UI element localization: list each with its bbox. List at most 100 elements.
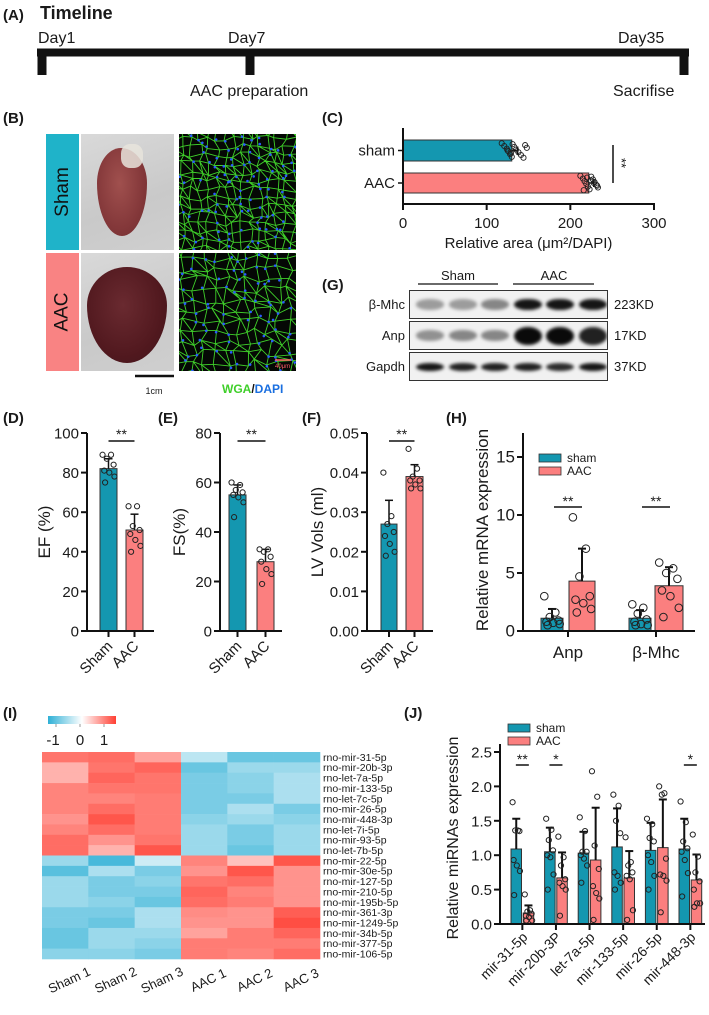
colorbar-tick-label: -1 bbox=[46, 732, 59, 749]
data-point bbox=[236, 481, 244, 489]
data-point bbox=[694, 853, 702, 860]
dapi-nucleus bbox=[190, 297, 194, 301]
data-point bbox=[626, 876, 633, 883]
dapi-nucleus bbox=[227, 238, 231, 241]
heatmap-cell bbox=[181, 845, 228, 856]
blot-band bbox=[546, 362, 574, 371]
data-point bbox=[663, 877, 670, 884]
blot-band bbox=[578, 326, 607, 345]
y-tick-label: 5 bbox=[506, 564, 515, 583]
bar-aac bbox=[405, 476, 424, 632]
dapi-nucleus bbox=[294, 145, 296, 149]
heatmap-cell bbox=[227, 948, 274, 960]
dapi-nucleus bbox=[246, 179, 249, 183]
data-point bbox=[544, 886, 551, 893]
blot-band bbox=[481, 362, 509, 371]
heatmap-column-label: Sham 1 bbox=[46, 964, 93, 997]
heatmap-column-label: AAC 2 bbox=[234, 965, 274, 994]
heatmap-cell bbox=[134, 948, 182, 960]
dapi-nucleus bbox=[274, 355, 277, 359]
bar-aac bbox=[125, 529, 144, 632]
data-point bbox=[629, 869, 636, 876]
dapi-nucleus bbox=[239, 189, 242, 193]
dapi-nucleus bbox=[240, 270, 244, 274]
dapi-nucleus bbox=[270, 339, 274, 343]
dapi-nucleus bbox=[228, 232, 231, 236]
heatmap-cell bbox=[42, 896, 89, 908]
heatmap-cell bbox=[134, 803, 182, 815]
dapi-nucleus bbox=[257, 156, 261, 160]
legend-swatch-sham bbox=[538, 453, 562, 463]
heart-photo-aac bbox=[81, 253, 174, 371]
dapi-nucleus bbox=[239, 202, 242, 206]
heatmap-cell bbox=[227, 824, 274, 836]
dapi-nucleus bbox=[214, 210, 218, 214]
dapi-nucleus bbox=[197, 138, 200, 142]
heatmap-cell bbox=[227, 783, 274, 794]
dapi-nucleus bbox=[240, 209, 244, 213]
data-point bbox=[648, 858, 655, 866]
dapi-nucleus bbox=[182, 181, 186, 184]
heatmap-cell bbox=[227, 814, 274, 825]
dapi-nucleus bbox=[262, 334, 266, 338]
dapi-nucleus bbox=[248, 160, 251, 164]
heatmap-row-label: rno-mir-31-5p bbox=[323, 752, 387, 764]
data-point bbox=[610, 791, 617, 798]
y-tick-label: 0 bbox=[204, 624, 212, 641]
dapi-nucleus bbox=[263, 282, 266, 286]
data-point bbox=[232, 486, 239, 494]
data-point bbox=[521, 891, 528, 898]
dapi-nucleus bbox=[246, 245, 250, 249]
data-point bbox=[643, 815, 651, 822]
dapi-nucleus bbox=[246, 209, 250, 212]
heatmap-cell bbox=[181, 814, 228, 825]
heatmap-row-label: rno-let-7i-5p bbox=[323, 824, 380, 836]
panel-label-e: (E) bbox=[158, 410, 178, 427]
dapi-nucleus bbox=[248, 363, 252, 366]
dapi-nucleus bbox=[271, 213, 275, 217]
dapi-nucleus bbox=[183, 302, 187, 305]
data-point bbox=[550, 871, 557, 878]
dapi-nucleus bbox=[257, 342, 261, 345]
dapi-nucleus bbox=[276, 312, 280, 315]
dapi-nucleus bbox=[201, 141, 204, 145]
data-point bbox=[380, 469, 387, 476]
data-point bbox=[594, 182, 601, 189]
dapi-nucleus bbox=[229, 158, 233, 161]
dapi-nucleus bbox=[207, 306, 210, 309]
bar-aac bbox=[589, 859, 602, 925]
dapi-nucleus bbox=[230, 255, 234, 259]
heatmap-cell bbox=[134, 855, 182, 867]
legend-label: AAC bbox=[536, 734, 561, 748]
heatmap-cell bbox=[181, 855, 228, 867]
data-point bbox=[611, 886, 619, 893]
heatmap-cell bbox=[273, 814, 321, 825]
heatmap-cell bbox=[181, 948, 228, 960]
heatmap-cell bbox=[273, 772, 321, 784]
dapi-nucleus bbox=[192, 160, 195, 164]
y-tick-label: 0.03 bbox=[330, 505, 359, 522]
heatmap-cell bbox=[181, 896, 228, 908]
blot-band bbox=[416, 299, 444, 310]
category-label: Sham bbox=[206, 638, 246, 678]
dapi-nucleus bbox=[191, 369, 194, 371]
dapi-nucleus bbox=[229, 351, 233, 354]
dapi-nucleus bbox=[195, 353, 199, 357]
heatmap-cell bbox=[134, 938, 182, 949]
data-point bbox=[662, 855, 670, 862]
data-point bbox=[111, 473, 118, 480]
heatmap-cell bbox=[88, 752, 135, 763]
dapi-nucleus bbox=[217, 238, 221, 242]
blot-band bbox=[448, 362, 477, 371]
heatmap-cell bbox=[273, 896, 321, 908]
dapi-nucleus bbox=[207, 209, 210, 212]
bar-sham bbox=[228, 494, 247, 632]
heart-sham-atria bbox=[121, 144, 143, 168]
data-point bbox=[617, 879, 624, 886]
heatmap-cell bbox=[42, 814, 89, 825]
y-axis-label: LV Vols (ml) bbox=[308, 487, 327, 577]
data-point bbox=[645, 886, 652, 893]
bar-aac bbox=[623, 877, 635, 925]
